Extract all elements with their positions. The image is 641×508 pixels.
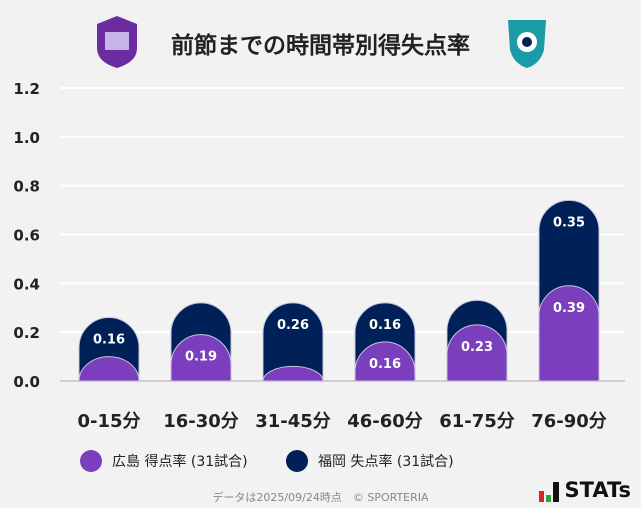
x-tick-label: 76-90分 xyxy=(531,411,607,432)
stats-logo: STATs xyxy=(538,478,631,502)
hiroshima-bar xyxy=(446,324,508,382)
legend-item-fukuoka: 福岡 失点率 (31試合) xyxy=(286,450,454,472)
data-label: 0.39 xyxy=(553,301,585,316)
y-tick-label: 1.0 xyxy=(13,129,40,147)
legend-label: 福岡 失点率 (31試合) xyxy=(318,454,454,470)
stats-bars-icon xyxy=(538,482,559,502)
y-tick-label: 0.2 xyxy=(13,324,40,342)
x-tick-label: 0-15分 xyxy=(77,411,140,432)
fukuoka-crest-icon xyxy=(508,20,546,68)
x-tick-label: 61-75分 xyxy=(439,411,515,432)
fukuoka-bar xyxy=(262,302,324,382)
data-label: 0.16 xyxy=(369,318,401,333)
footer-note: データは2025/09/24時点 © SPORTERIA xyxy=(212,491,429,504)
legend-label: 広島 得点率 (31試合) xyxy=(112,454,248,470)
y-tick-label: 1.2 xyxy=(13,80,40,98)
legend-item-hiroshima: 広島 得点率 (31試合) xyxy=(80,450,248,472)
y-tick-label: 0.8 xyxy=(13,178,40,196)
chart-title: 前節までの時間帯別得失点率 xyxy=(171,33,470,59)
y-tick-label: 0.0 xyxy=(13,373,40,391)
data-label: 0.19 xyxy=(185,350,217,365)
x-tick-label: 31-45分 xyxy=(255,411,331,432)
hiroshima-bar xyxy=(538,285,600,382)
brand-name: STATs xyxy=(564,478,631,502)
data-label: 0.16 xyxy=(93,333,125,348)
x-tick-label: 46-60分 xyxy=(347,411,423,432)
legend-swatch xyxy=(286,450,308,472)
data-label: 0.16 xyxy=(369,357,401,372)
hiroshima-bar xyxy=(354,341,416,382)
data-label: 0.23 xyxy=(461,340,493,355)
y-tick-label: 0.4 xyxy=(13,275,40,293)
y-tick-label: 0.6 xyxy=(13,227,40,245)
legend-swatch xyxy=(80,450,102,472)
x-tick-label: 16-30分 xyxy=(163,411,239,432)
hiroshima-bar xyxy=(78,356,140,382)
hiroshima-crest-icon xyxy=(97,16,137,68)
data-label: 0.26 xyxy=(277,318,309,333)
hiroshima-bar xyxy=(262,365,324,382)
bar-chart: 0.0 0.2 0.4 0.6 0.8 1.0 1.2 0.16 0-15分 0.19 16-30分… xyxy=(13,80,625,432)
data-label: 0.35 xyxy=(553,215,585,230)
hiroshima-bar xyxy=(170,334,232,382)
